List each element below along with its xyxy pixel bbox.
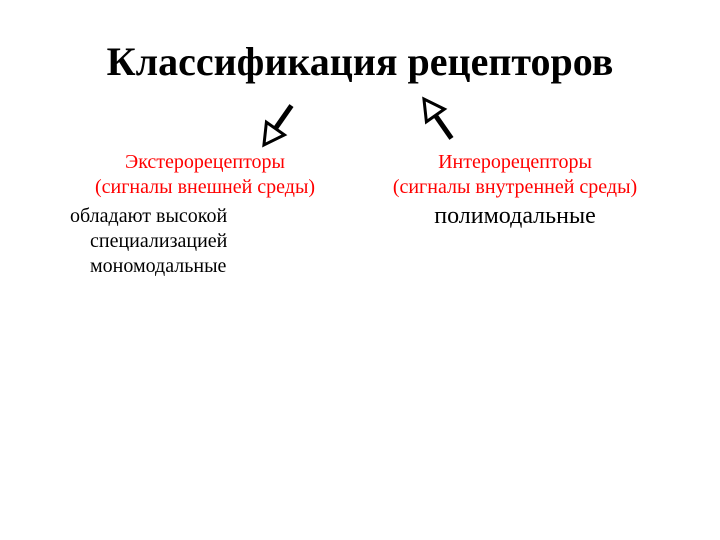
left-description: обладают высокой специализацией мономода… [70, 204, 340, 279]
left-heading: Экстерорецепторы [60, 150, 350, 175]
right-description: полимодальные [370, 202, 660, 231]
columns-container: Экстерорецепторы (сигналы внешней среды)… [60, 150, 660, 279]
left-subheading: (сигналы внешней среды) [60, 175, 350, 200]
left-column: Экстерорецепторы (сигналы внешней среды)… [60, 150, 350, 279]
arrow-right-icon [405, 92, 475, 157]
right-column: Интерорецепторы (сигналы внутренней сред… [370, 150, 660, 279]
slide-title: Классификация рецепторов [0, 40, 720, 84]
arrow-left-icon [245, 92, 315, 157]
right-heading: Интерорецепторы [370, 150, 660, 175]
slide: Классификация рецепторов Экстерорецептор… [0, 0, 720, 540]
right-subheading: (сигналы внутренней среды) [370, 175, 660, 200]
